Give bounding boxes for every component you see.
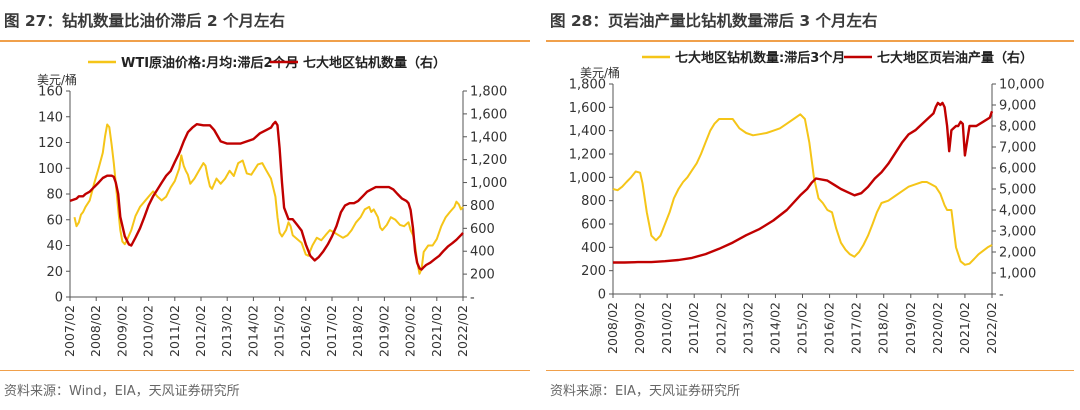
- figure-title: 图 28：页岩油产量比钻机数量滞后 3 个月左右: [550, 12, 878, 30]
- y-tick-label-right: 200: [470, 268, 495, 283]
- x-tick-label: 2018/02: [876, 302, 891, 354]
- left-axis-unit: 美元/桶: [580, 65, 620, 80]
- series-line-2: [69, 120, 464, 271]
- x-tick-label: 2009/02: [114, 305, 129, 357]
- y-tick-label-right: 400: [470, 245, 495, 260]
- x-tick-label: 2019/02: [376, 305, 391, 357]
- x-tick-label: 2017/02: [849, 302, 864, 354]
- source-note: 资料来源：EIA，天风证券研究所: [550, 384, 740, 399]
- source-note: 资料来源：Wind，EIA，天风证券研究所: [4, 384, 240, 399]
- y-tick-label-right: 5,000: [999, 183, 1036, 198]
- line-chart: 0 200 400 600 800 1,000 1,200 1,400 1,600 1,800 - 1…: [569, 50, 1045, 354]
- y-tick-label-right: 600: [470, 222, 495, 237]
- x-tick-label: 2015/02: [795, 302, 810, 354]
- legend-label: 七大地区钻机数量（右）: [303, 55, 446, 71]
- x-tick-label: 2018/02: [350, 305, 365, 357]
- y-tick-label-left: 80: [46, 188, 63, 203]
- x-tick-label: 2014/02: [245, 305, 260, 357]
- legend-label: WTI原油价格:月均:滞后2个月: [121, 55, 299, 71]
- chart-panel-right: 图 28：页岩油产量比钻机数量滞后 3 个月左右 0 200 400 600 800 1,…: [546, 0, 1080, 410]
- x-tick-label: 2009/02: [632, 302, 647, 354]
- y-tick-label-left: 1,600: [569, 101, 606, 116]
- x-tick-label: 2012/02: [713, 302, 728, 354]
- y-tick-label-left: 400: [581, 241, 606, 256]
- y-tick-label-right: 3,000: [999, 225, 1036, 240]
- x-tick-label: 2014/02: [767, 302, 782, 354]
- y-tick-label-left: 0: [55, 291, 63, 306]
- x-tick-label: 2010/02: [659, 302, 674, 354]
- series-line-1: [612, 113, 993, 266]
- y-tick-label-right: 1,600: [470, 107, 507, 122]
- source-divider: [546, 370, 1074, 371]
- x-tick-label: 2013/02: [219, 305, 234, 357]
- x-tick-label: 2007/02: [62, 305, 77, 357]
- y-tick-label-left: 1,200: [569, 148, 606, 163]
- y-tick-label-right: 9,000: [999, 99, 1036, 114]
- y-tick-label-right: 1,000: [470, 176, 507, 191]
- title-divider: [0, 40, 530, 42]
- x-tick-label: 2015/02: [272, 305, 287, 357]
- x-tick-label: 2016/02: [822, 302, 837, 354]
- x-tick-label: 2021/02: [957, 302, 972, 354]
- y-tick-label-right: 1,800: [470, 85, 507, 100]
- left-axis-unit: 美元/桶: [37, 72, 77, 87]
- y-tick-label-left: 1,400: [569, 124, 606, 139]
- series-line-2: [613, 101, 994, 264]
- y-tick-label-right: 2,000: [999, 246, 1036, 261]
- x-tick-label: 2008/02: [605, 302, 620, 354]
- x-tick-label: 2020/02: [930, 302, 945, 354]
- y-tick-label-right: -: [999, 288, 1004, 303]
- title-divider: [546, 40, 1074, 42]
- y-tick-label-left: 20: [46, 265, 63, 280]
- legend-label: 七大地区钻机数量:滞后3个月: [675, 50, 845, 66]
- x-tick-label: 2010/02: [141, 305, 156, 357]
- x-tick-label: 2022/02: [455, 305, 470, 357]
- y-tick-label-right: 4,000: [999, 204, 1036, 219]
- legend-label: 七大地区页岩油产量（右）: [877, 50, 1033, 66]
- y-tick-label-right: 6,000: [999, 162, 1036, 177]
- x-tick-label: 2020/02: [403, 305, 418, 357]
- y-tick-label-right: 1,200: [470, 153, 507, 168]
- x-tick-label: 2008/02: [88, 305, 103, 357]
- y-tick-label-right: -: [470, 291, 475, 306]
- y-tick-label-right: 7,000: [999, 141, 1036, 156]
- y-tick-label-right: 1,000: [999, 267, 1036, 282]
- x-tick-label: 2016/02: [298, 305, 313, 357]
- x-tick-label: 2011/02: [686, 302, 701, 354]
- y-tick-label-right: 800: [470, 199, 495, 214]
- x-tick-label: 2011/02: [167, 305, 182, 357]
- line-chart: 0 20 40 60 80 100 120 140 160 - 200 400 600 800 1,000 1…: [37, 55, 507, 357]
- y-tick-label-left: 600: [581, 218, 606, 233]
- series-line-1: [73, 123, 464, 275]
- y-tick-label-left: 1,800: [569, 78, 606, 93]
- x-tick-label: 2012/02: [193, 305, 208, 357]
- y-tick-label-left: 0: [598, 288, 606, 303]
- x-tick-label: 2017/02: [324, 305, 339, 357]
- chart-panel-left: 图 27：钻机数量比油价滞后 2 个月左右 0 20 40 60 80 100 120 140…: [0, 0, 536, 410]
- y-tick-label-left: 200: [581, 264, 606, 279]
- x-tick-label: 2019/02: [903, 302, 918, 354]
- x-tick-label: 2022/02: [984, 302, 999, 354]
- y-tick-label-right: 10,000: [999, 78, 1045, 93]
- source-divider: [0, 370, 530, 371]
- y-tick-label-left: 100: [38, 162, 63, 177]
- y-tick-label-right: 1,400: [470, 130, 507, 145]
- figure-title: 图 27：钻机数量比油价滞后 2 个月左右: [4, 12, 286, 30]
- x-tick-label: 2013/02: [740, 302, 755, 354]
- x-tick-label: 2021/02: [429, 305, 444, 357]
- y-tick-label-left: 120: [38, 136, 63, 151]
- y-tick-label-right: 8,000: [999, 120, 1036, 135]
- y-tick-label-left: 800: [581, 194, 606, 209]
- y-tick-label-left: 40: [46, 239, 63, 254]
- y-tick-label-left: 160: [38, 85, 63, 100]
- y-tick-label-left: 60: [46, 213, 63, 228]
- y-tick-label-left: 1,000: [569, 171, 606, 186]
- y-tick-label-left: 140: [38, 110, 63, 125]
